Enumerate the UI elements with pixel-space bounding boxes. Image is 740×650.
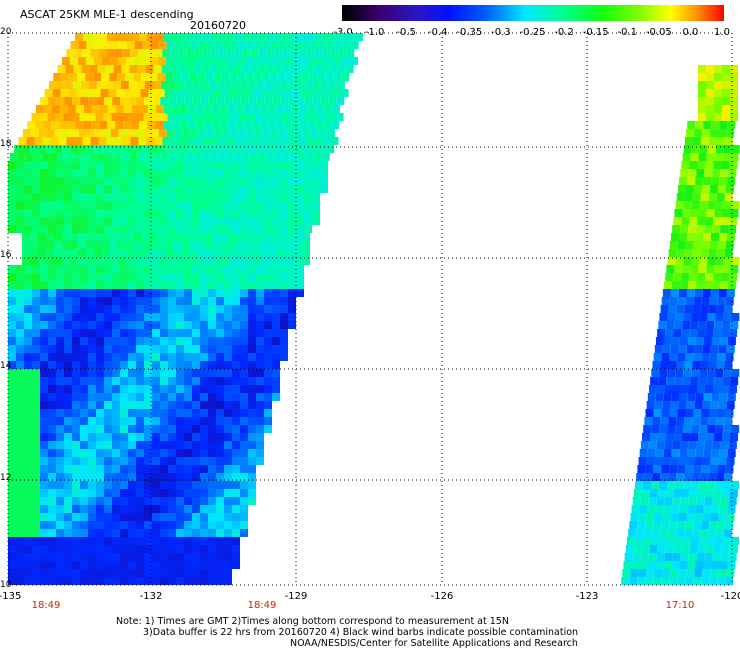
colorbar-tick-label: -0.35 bbox=[456, 27, 483, 38]
colorbar-tick-label: -0.5 bbox=[396, 27, 416, 38]
lon-label: -135 bbox=[0, 591, 22, 602]
lon-label: -126 bbox=[430, 591, 454, 602]
wind-swath-layer bbox=[8, 33, 740, 585]
lat-label: 14 bbox=[0, 361, 12, 371]
lat-label: 12 bbox=[0, 473, 12, 483]
colorbar bbox=[342, 5, 724, 21]
note-line-2: 3)Data buffer is 22 hrs from 20160720 4)… bbox=[143, 627, 579, 638]
lon-label: -132 bbox=[139, 591, 163, 602]
lat-label: 10 bbox=[0, 580, 12, 590]
colorbar-tick-label: 0.0 bbox=[682, 27, 699, 38]
lon-label: -123 bbox=[575, 591, 599, 602]
lat-label: 18 bbox=[0, 139, 12, 149]
note-line-1: Note: 1) Times are GMT 2)Times along bot… bbox=[116, 616, 509, 627]
pass-time: 17:10 bbox=[665, 600, 695, 611]
map-title: ASCAT 25KM MLE-1 descending bbox=[20, 8, 194, 21]
map-date: 20160720 bbox=[190, 19, 246, 32]
pass-time: 18:49 bbox=[247, 600, 277, 611]
colorbar-tick-label: -0.1 bbox=[617, 27, 638, 38]
colorbar-tick-label: -3.0 bbox=[333, 27, 353, 38]
lat-label: 20 bbox=[0, 27, 12, 37]
pass-time: 18:49 bbox=[31, 600, 61, 611]
colorbar-gradient bbox=[342, 5, 724, 21]
lon-label: -120 bbox=[720, 591, 740, 602]
lat-label: 16 bbox=[0, 250, 12, 260]
colorbar-tick-label: -0.15 bbox=[582, 27, 609, 38]
note-line-3: NOAA/NESDIS/Center for Satellite Applica… bbox=[290, 638, 578, 649]
colorbar-tick-label: -1.0 bbox=[364, 27, 385, 38]
colorbar-tick-label: -0.4 bbox=[427, 27, 448, 38]
colorbar-tick-label: -0.05 bbox=[645, 27, 672, 38]
colorbar-tick-label: 1.0 bbox=[714, 27, 730, 38]
lon-label: -129 bbox=[284, 591, 308, 602]
lat-lon-grid bbox=[7, 32, 733, 586]
